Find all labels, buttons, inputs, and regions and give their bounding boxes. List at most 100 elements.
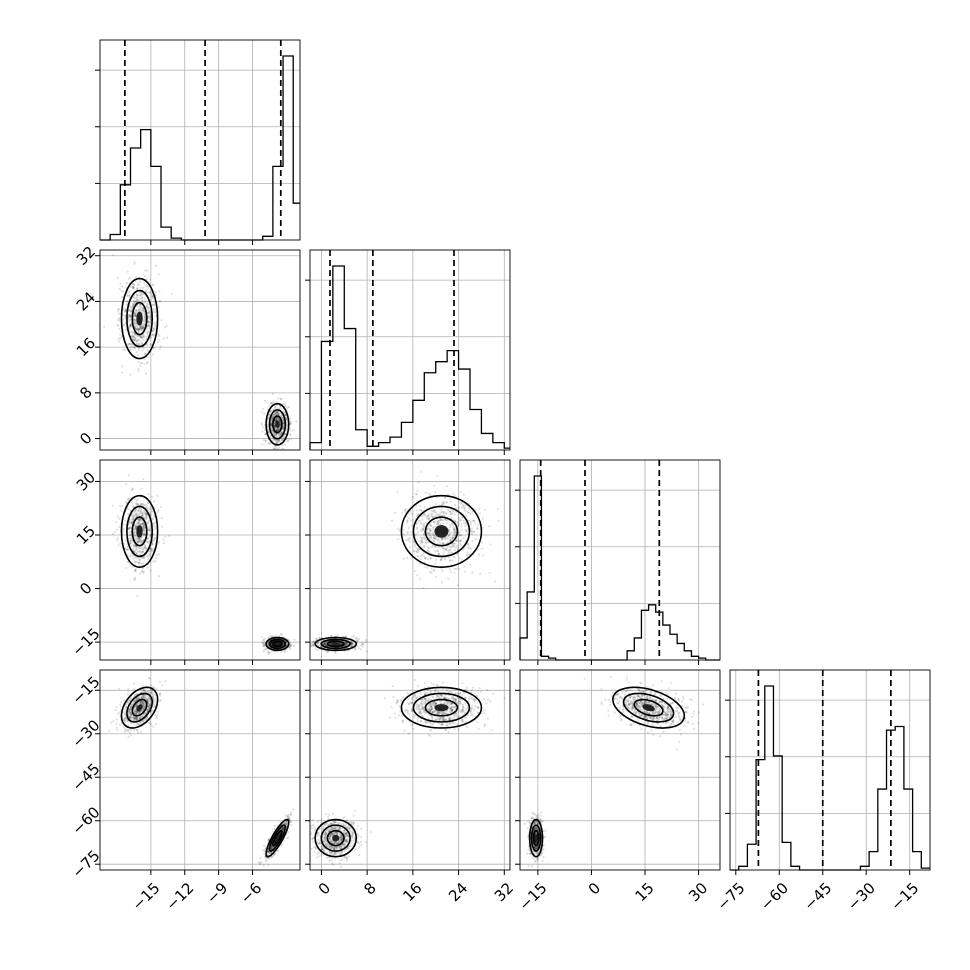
sample-point [133, 716, 136, 719]
sample-point [418, 509, 421, 512]
sample-point [430, 524, 433, 527]
sample-point [141, 514, 145, 517]
sample-point [134, 528, 137, 531]
sample-point [143, 322, 146, 325]
sample-point [122, 348, 125, 351]
sample-point [427, 558, 430, 561]
sample-point [152, 522, 155, 525]
sample-point [274, 634, 277, 637]
sample-point [267, 416, 270, 419]
sample-point [146, 306, 150, 309]
sample-point [138, 507, 141, 511]
density-contour [275, 642, 280, 646]
sample-point [138, 538, 141, 541]
sample-point [402, 528, 405, 532]
sample-point [137, 509, 140, 513]
density-contour [320, 638, 351, 650]
sample-point [136, 328, 139, 331]
sample-point [129, 318, 132, 321]
sample-point [151, 329, 154, 332]
sample-point [135, 569, 138, 572]
sample-point [418, 540, 421, 543]
sample-point [416, 526, 419, 529]
sample-point [139, 336, 142, 339]
sample-point [148, 696, 151, 700]
sample-point [453, 519, 456, 522]
sample-point [138, 553, 142, 556]
sample-point [133, 514, 136, 517]
sample-point [154, 291, 157, 294]
sample-point [149, 684, 152, 687]
sample-point [275, 429, 278, 432]
sample-point [271, 415, 274, 418]
sample-point [140, 709, 144, 712]
sample-point [138, 326, 141, 329]
sample-point [115, 528, 118, 531]
sample-point [139, 327, 142, 330]
sample-point [133, 318, 136, 321]
sample-point [140, 336, 143, 339]
sample-point [283, 433, 286, 436]
sample-point [293, 638, 296, 641]
sample-point [142, 326, 145, 329]
sample-point [135, 287, 139, 290]
sample-point [442, 550, 445, 553]
sample-point [150, 549, 153, 552]
sample-point [422, 522, 425, 525]
sample-point [142, 326, 145, 329]
sample-point [275, 435, 278, 438]
sample-point [437, 538, 440, 541]
histogram-panel: −75 −60 −45 −30 −15 [713, 669, 931, 914]
sample-point [429, 493, 432, 496]
sample-point [432, 539, 436, 542]
sample-point [149, 692, 152, 695]
sample-point [140, 324, 143, 327]
sample-point [467, 511, 470, 514]
sample-point [130, 722, 133, 725]
sample-point [133, 694, 136, 697]
sample-point [146, 344, 149, 347]
sample-point [143, 530, 146, 533]
sample-point [161, 684, 164, 687]
sample-point [433, 508, 436, 511]
sample-point [467, 543, 470, 546]
sample-point [267, 428, 270, 431]
sample-point [141, 342, 144, 346]
sample-point [129, 325, 132, 328]
sample-point [128, 293, 131, 296]
sample-point [451, 512, 454, 515]
sample-point [433, 521, 436, 524]
sample-point [158, 575, 161, 578]
sample-point [139, 297, 142, 300]
x-tick-label: −75 [713, 879, 748, 914]
sample-point [268, 651, 272, 654]
sample-point [150, 543, 153, 546]
sample-point [417, 555, 420, 558]
sample-point [365, 640, 368, 643]
sample-point [310, 644, 313, 647]
sample-point [456, 540, 459, 543]
sample-point [133, 337, 136, 340]
sample-point [471, 571, 474, 574]
sample-point [134, 314, 137, 318]
sample-point [141, 701, 144, 705]
sample-point [137, 520, 140, 523]
sample-point [322, 642, 325, 645]
sample-point [463, 509, 466, 512]
sample-point [263, 637, 266, 640]
sample-point [263, 645, 266, 648]
sample-point [350, 640, 353, 643]
sample-point [136, 522, 140, 525]
sample-point [137, 697, 140, 700]
sample-point [290, 643, 293, 646]
sample-point [138, 517, 141, 521]
sample-point [128, 313, 131, 316]
sample-point [463, 507, 466, 510]
sample-point [139, 364, 142, 368]
sample-point [140, 700, 143, 703]
sample-point [146, 710, 149, 713]
sample-point [265, 647, 268, 650]
sample-point [278, 419, 281, 422]
sample-point [132, 283, 136, 286]
sample-point [354, 637, 358, 640]
